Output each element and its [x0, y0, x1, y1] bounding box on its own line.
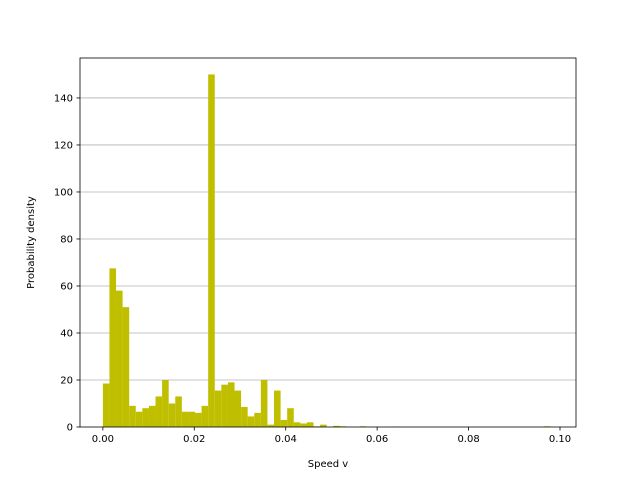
bar-27: [280, 419, 288, 427]
bar-16: [208, 74, 215, 427]
bar-9: [162, 379, 169, 427]
bar-0: [102, 383, 110, 427]
y-tick-label: 120: [54, 140, 73, 151]
bar-33: [320, 424, 327, 427]
bar-28: [287, 408, 294, 427]
bar-10: [168, 403, 176, 427]
y-tick-label: 100: [54, 187, 73, 198]
bar-14: [195, 412, 202, 427]
bar-8: [155, 396, 163, 427]
y-gridlines: [80, 97, 576, 381]
x-axis-label: Speed v: [308, 459, 349, 470]
bar-7: [148, 405, 156, 427]
bar-21: [241, 407, 248, 427]
x-tick-label: 0.06: [366, 434, 388, 445]
y-axis-label: Probability density: [26, 196, 37, 289]
bar-13: [188, 411, 196, 427]
histogram-bars: [102, 74, 551, 427]
bar-4: [129, 405, 136, 427]
bar-15: [201, 405, 209, 427]
y-tick-label: 60: [60, 281, 73, 292]
bar-35: [333, 425, 340, 427]
bar-18: [221, 384, 228, 427]
bar-6: [142, 408, 149, 427]
bar-25: [267, 424, 275, 427]
bar-2: [116, 290, 123, 427]
x-tick-label: 0.00: [92, 434, 114, 445]
bar-12: [181, 411, 189, 427]
bar-24: [260, 379, 268, 427]
y-tick-label: 0: [67, 423, 73, 434]
y-tick-label: 20: [60, 375, 73, 386]
y-tick-label: 140: [54, 93, 73, 104]
plot-frame: [79, 57, 577, 428]
bar-11: [175, 396, 182, 427]
bar-29: [293, 422, 301, 427]
y-tick-label: 40: [60, 328, 73, 339]
bar-17: [214, 390, 222, 427]
x-tick-label: 0.08: [457, 434, 479, 445]
bar-3: [122, 307, 130, 427]
bar-19: [227, 382, 235, 427]
x-tick-label: 0.02: [183, 434, 205, 445]
y-axis-ticks: 0 20 40 60 80 100 120 140: [54, 93, 80, 434]
x-tick-label: 0.10: [549, 434, 571, 445]
bar-30: [300, 423, 307, 427]
bar-1: [109, 268, 117, 427]
bar-20: [234, 390, 242, 427]
y-tick-label: 80: [60, 234, 73, 245]
x-axis-ticks: 0.00 0.02 0.04 0.06 0.08 0.10: [92, 427, 571, 445]
bar-26: [274, 390, 281, 427]
bar-31: [306, 422, 314, 427]
bar-23: [254, 412, 261, 427]
bar-5: [135, 411, 143, 427]
x-tick-label: 0.04: [275, 434, 297, 445]
bar-22: [247, 416, 255, 427]
